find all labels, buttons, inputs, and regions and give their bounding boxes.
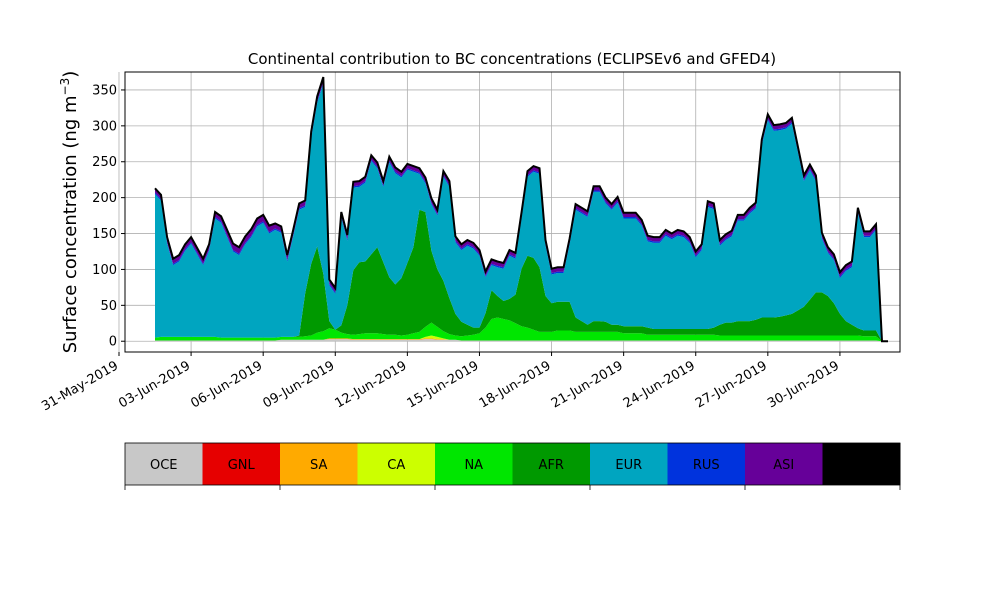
x-tick-label: 24-Jun-2019 (621, 358, 698, 411)
y-tick-label: 250 (92, 155, 117, 170)
legend-label: OCE (150, 458, 178, 473)
area-eur (155, 83, 888, 342)
y-axis-label-main: Surface concentration (ng m (60, 95, 81, 353)
y-axis: 0 50 100 150 200 250 300 350 (92, 83, 125, 350)
y-tick-label: 150 (92, 227, 117, 242)
y-tick-label: 100 (92, 263, 117, 278)
y-axis-label-exponent: −3 (58, 78, 72, 96)
x-tick-label: 21-Jun-2019 (549, 358, 626, 411)
x-tick-label: 15-Jun-2019 (405, 358, 482, 411)
legend-label: NA (464, 458, 483, 473)
legend-label: GNL (228, 458, 256, 473)
area-afr (155, 209, 888, 342)
x-tick-label: 27-Jun-2019 (693, 358, 770, 411)
y-tick-label: 350 (92, 83, 117, 98)
legend-colorbar: OCE GNL SA CA NA AFR EUR RUS ASI AUS (124, 442, 901, 490)
x-tick-label: 31-May-2019 (39, 358, 121, 414)
legend-label: AUS (848, 458, 875, 473)
plot-frame (124, 71, 901, 353)
legend-swatch-afr (512, 443, 591, 485)
x-tick-label: 06-Jun-2019 (188, 358, 265, 411)
y-tick-label: 0 (109, 335, 117, 350)
y-axis-label: Surface concentration (ng m−3) (58, 71, 81, 354)
x-tick-label: 18-Jun-2019 (477, 358, 554, 411)
legend-frame (124, 442, 901, 486)
total-outline (154, 76, 888, 343)
stacked-areas (155, 77, 888, 342)
legend-label: AFR (539, 458, 564, 473)
y-axis-label-close: ) (60, 71, 81, 78)
legend-swatch-rus (667, 443, 746, 485)
legend-label: EUR (615, 458, 642, 473)
area-oce (155, 339, 888, 342)
chart-title: Continental contribution to BC concentra… (248, 50, 776, 68)
area-sa (155, 338, 888, 342)
y-tick-label: 200 (92, 191, 117, 206)
legend-swatch-sa (280, 443, 358, 485)
x-tick-label: 03-Jun-2019 (116, 358, 193, 411)
legend-swatch-eur (590, 443, 668, 485)
y-tick-label: 300 (92, 119, 117, 134)
y-tick-label: 50 (100, 299, 117, 314)
x-tick-label: 30-Jun-2019 (765, 358, 842, 411)
legend-swatch-oce (125, 443, 203, 485)
legend-swatch-na (435, 443, 513, 485)
area-na (155, 317, 888, 342)
legend-swatch-aus (822, 443, 901, 485)
x-tick-label: 12-Jun-2019 (333, 358, 410, 411)
legend-swatch-ca (357, 443, 436, 485)
legend-label: RUS (693, 458, 720, 473)
legend-label: ASI (773, 458, 794, 473)
legend-swatch-asi (745, 443, 823, 485)
x-axis: 31-May-201903-Jun-201906-Jun-201909-Jun-… (39, 352, 842, 414)
legend-label: SA (310, 458, 327, 473)
legend-swatch-gnl (202, 443, 281, 485)
legend-label: CA (387, 458, 405, 473)
x-tick-label: 09-Jun-2019 (260, 358, 337, 411)
